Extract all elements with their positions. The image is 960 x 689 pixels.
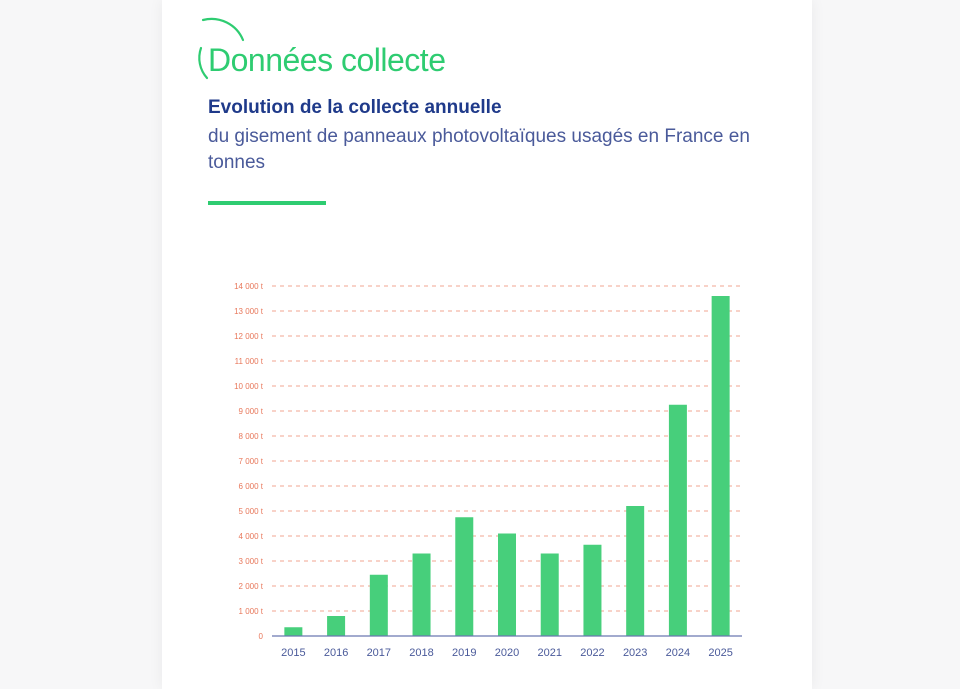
bar-2018 <box>412 553 431 636</box>
x-tick-label: 2016 <box>324 647 348 659</box>
bar-2020 <box>498 533 516 636</box>
y-tick-label: 11 000 t <box>235 357 264 366</box>
y-tick-label: 12 000 t <box>234 332 264 341</box>
y-tick-label: 14 000 t <box>234 282 264 291</box>
y-tick-label: 1 000 t <box>239 607 264 616</box>
x-tick-label: 2015 <box>281 647 305 659</box>
x-tick-label: 2019 <box>452 647 476 659</box>
y-tick-label: 10 000 t <box>234 382 264 391</box>
section-title: Données collecte <box>208 42 446 78</box>
y-tick-label: 4 000 t <box>239 532 264 541</box>
bar-2015 <box>284 627 303 636</box>
y-tick-label: 8 000 t <box>239 432 264 441</box>
bar-2022 <box>583 544 602 636</box>
x-tick-label: 2024 <box>666 647 690 659</box>
bar-2019 <box>455 517 474 636</box>
y-tick-label: 13 000 t <box>234 307 264 316</box>
decorative-arc <box>198 17 245 80</box>
x-tick-label: 2018 <box>409 647 433 659</box>
bar-2017 <box>369 574 388 636</box>
y-tick-label: 5 000 t <box>239 507 264 516</box>
x-tick-label: 2025 <box>708 647 732 659</box>
x-tick-label: 2020 <box>495 647 519 659</box>
x-tick-label: 2022 <box>580 647 604 659</box>
y-tick-label: 0 <box>259 632 264 641</box>
x-tick-label: 2017 <box>367 647 391 659</box>
bar-2023 <box>626 506 645 636</box>
y-tick-label: 3 000 t <box>239 557 264 566</box>
content-card <box>162 0 812 689</box>
x-tick-label: 2023 <box>623 647 647 659</box>
chart-subtitle: du gisement de panneaux photovoltaïques … <box>208 126 750 173</box>
y-tick-label: 9 000 t <box>239 407 264 416</box>
bar-2016 <box>327 616 346 636</box>
y-tick-label: 6 000 t <box>239 482 264 491</box>
y-tick-label: 2 000 t <box>239 582 264 591</box>
bar-2025 <box>711 296 730 636</box>
chart-title: Evolution de la collecte annuelle <box>208 97 502 118</box>
y-tick-label: 7 000 t <box>239 457 264 466</box>
bar-2021 <box>540 553 559 636</box>
bar-2024 <box>668 404 687 636</box>
accent-underline <box>208 201 326 205</box>
x-tick-label: 2021 <box>537 647 561 659</box>
